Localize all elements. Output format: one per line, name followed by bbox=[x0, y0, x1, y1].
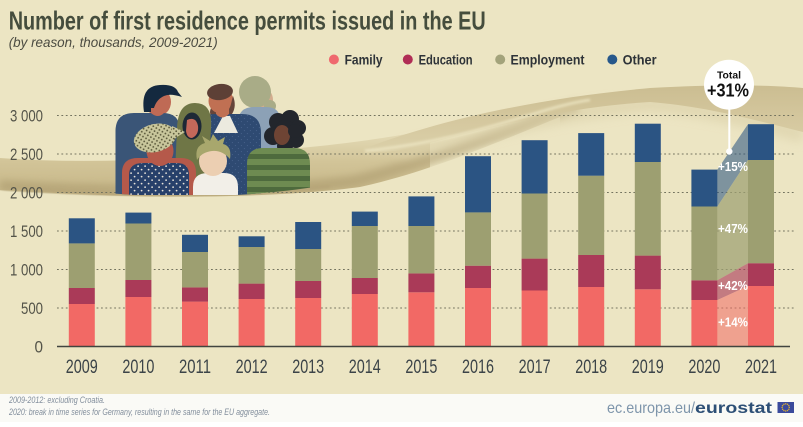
svg-text:3 000: 3 000 bbox=[10, 107, 43, 126]
svg-text:+42%: +42% bbox=[718, 278, 748, 293]
svg-text:Other: Other bbox=[623, 52, 657, 68]
svg-text:2021: 2021 bbox=[745, 357, 777, 378]
svg-text:2017: 2017 bbox=[519, 357, 551, 378]
svg-text:2020: break in time series for: 2020: break in time series for Germany, … bbox=[8, 407, 270, 417]
svg-text:ec.europa.eu/: ec.europa.eu/ bbox=[607, 400, 695, 417]
svg-text:2019: 2019 bbox=[632, 357, 664, 378]
svg-text:2012: 2012 bbox=[236, 357, 268, 378]
svg-text:Family: Family bbox=[345, 52, 383, 68]
svg-text:2020: 2020 bbox=[688, 357, 720, 378]
svg-text:+14%: +14% bbox=[718, 315, 748, 330]
svg-text:2015: 2015 bbox=[405, 357, 437, 378]
svg-text:2 500: 2 500 bbox=[10, 145, 43, 164]
svg-text:2016: 2016 bbox=[462, 357, 494, 378]
svg-text:2018: 2018 bbox=[575, 357, 607, 378]
svg-text:eurostat: eurostat bbox=[695, 400, 773, 417]
svg-text:Total: Total bbox=[717, 70, 741, 82]
svg-text:+15%: +15% bbox=[718, 159, 748, 174]
svg-text:2011: 2011 bbox=[179, 357, 211, 378]
svg-text:2013: 2013 bbox=[292, 357, 324, 378]
svg-text:2009-2012: excluding Croatia.: 2009-2012: excluding Croatia. bbox=[8, 395, 105, 405]
svg-text:2 000: 2 000 bbox=[10, 184, 43, 203]
svg-text:+47%: +47% bbox=[718, 221, 748, 236]
svg-text:(by reason, thousands, 2009-20: (by reason, thousands, 2009-2021) bbox=[9, 34, 218, 50]
svg-text:1 000: 1 000 bbox=[10, 261, 43, 280]
svg-text:0: 0 bbox=[35, 338, 44, 357]
svg-text:Number of first residence perm: Number of first residence permits issued… bbox=[9, 5, 486, 35]
svg-text:2009: 2009 bbox=[66, 357, 98, 378]
svg-text:Employment: Employment bbox=[511, 52, 585, 68]
svg-text:+31%: +31% bbox=[707, 81, 749, 101]
svg-text:2014: 2014 bbox=[349, 357, 381, 378]
svg-text:Education: Education bbox=[419, 52, 473, 68]
svg-text:2010: 2010 bbox=[122, 357, 154, 378]
svg-text:500: 500 bbox=[21, 299, 43, 318]
svg-text:1 500: 1 500 bbox=[10, 222, 43, 241]
